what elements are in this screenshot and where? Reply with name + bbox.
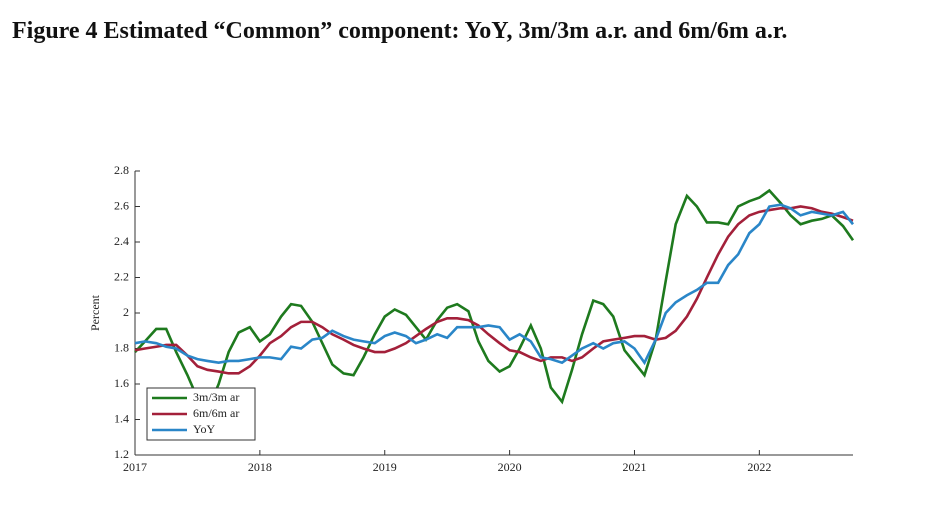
x-tick-label: 2021 <box>622 460 646 474</box>
y-tick-label: 1.2 <box>114 447 129 461</box>
x-tick-label: 2017 <box>123 460 147 474</box>
legend-label: 3m/3m ar <box>193 390 239 404</box>
x-tick-label: 2022 <box>747 460 771 474</box>
y-tick-label: 1.6 <box>114 376 129 390</box>
series-line <box>134 188 855 414</box>
chart-title: Figure 4 Estimated “Common” component: Y… <box>12 18 788 44</box>
y-tick-label: 1.8 <box>114 340 129 354</box>
y-tick-label: 2.8 <box>114 163 129 177</box>
y-tick-label: 2.6 <box>114 198 129 212</box>
y-tick-label: 2 <box>123 305 129 319</box>
y-tick-label: 2.4 <box>114 234 129 248</box>
y-axis-label: Percent <box>88 294 102 331</box>
series-line <box>134 203 855 366</box>
x-tick-label: 2018 <box>248 460 272 474</box>
series-line <box>134 205 854 375</box>
legend-label: 6m/6m ar <box>193 406 239 420</box>
x-tick-label: 2019 <box>373 460 397 474</box>
y-tick-label: 2.2 <box>114 269 129 283</box>
x-tick-label: 2020 <box>498 460 522 474</box>
legend-label: YoY <box>193 422 215 436</box>
y-tick-label: 1.4 <box>114 411 129 425</box>
